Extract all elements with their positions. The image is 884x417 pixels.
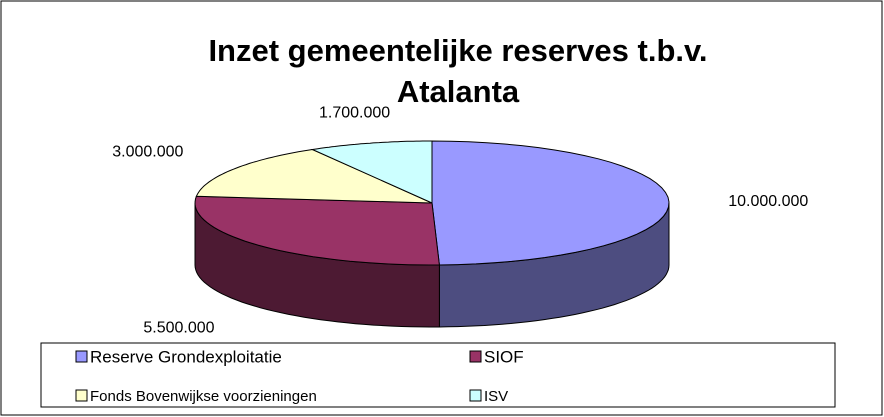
- pie-slice: [195, 148, 433, 204]
- legend-swatch: [469, 389, 482, 402]
- legend-swatch: [75, 389, 88, 402]
- data-label: 3.000.000: [112, 144, 183, 161]
- legend-label: ISV: [484, 388, 508, 405]
- chart-title: Inzet gemeentelijke reserves t.b.v. Atal…: [208, 33, 708, 109]
- legend-swatch: [469, 350, 482, 363]
- legend-label: Fonds Bovenwijkse voorzieningen: [90, 388, 317, 405]
- legend-box: [40, 342, 836, 408]
- data-label: 5.500.000: [143, 319, 214, 336]
- legend-swatch: [75, 350, 88, 363]
- pie-slice: [431, 140, 670, 266]
- data-label: 10.000.000: [728, 193, 808, 210]
- legend-label: SIOF: [484, 347, 524, 366]
- legend-label: Reserve Grondexploitatie: [90, 347, 282, 366]
- pie-slice: [310, 140, 433, 204]
- pie-slice: [194, 195, 440, 266]
- data-label: 1.700.000: [319, 104, 390, 121]
